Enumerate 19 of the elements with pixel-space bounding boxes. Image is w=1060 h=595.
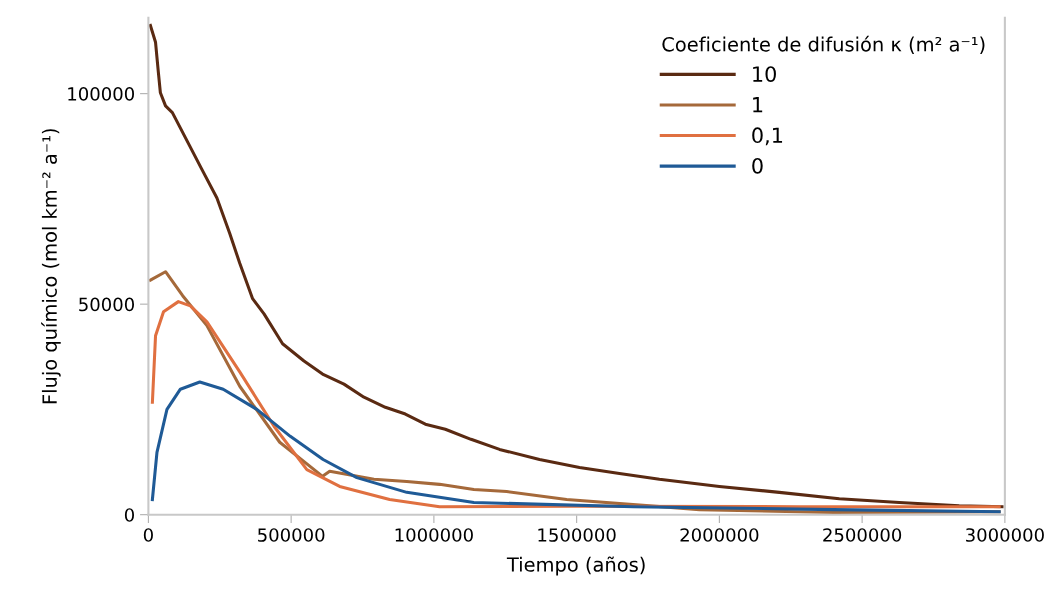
legend-title: Coeficiente de difusión κ (m² a⁻¹) — [662, 35, 985, 54]
x-axis-title: Tiempo (años) — [506, 556, 645, 576]
legend-label: 0,1 — [752, 127, 783, 146]
legend-label: 0 — [752, 157, 763, 174]
x-tick-label: 2500000 — [823, 528, 902, 542]
x-tick-label: 1500000 — [538, 528, 616, 542]
y-axis-title: Flujo químico (mol km⁻² a⁻¹) — [41, 129, 61, 404]
x-tick-label: 3000000 — [966, 528, 1044, 542]
x-tick-label: 1000000 — [395, 528, 473, 542]
y-tick-label: 100000 — [68, 87, 134, 101]
y-tick-label: 0 — [124, 508, 135, 522]
x-tick-label: 500000 — [258, 528, 325, 542]
line-series — [148, 23, 1004, 509]
line-series — [150, 380, 1001, 514]
x-tick-label: 2000000 — [680, 528, 759, 542]
legend-label: 10 — [753, 66, 776, 82]
x-tick-label: 0 — [143, 528, 153, 542]
y-tick-label: 50000 — [79, 297, 135, 312]
legend-label: 1 — [753, 97, 763, 113]
